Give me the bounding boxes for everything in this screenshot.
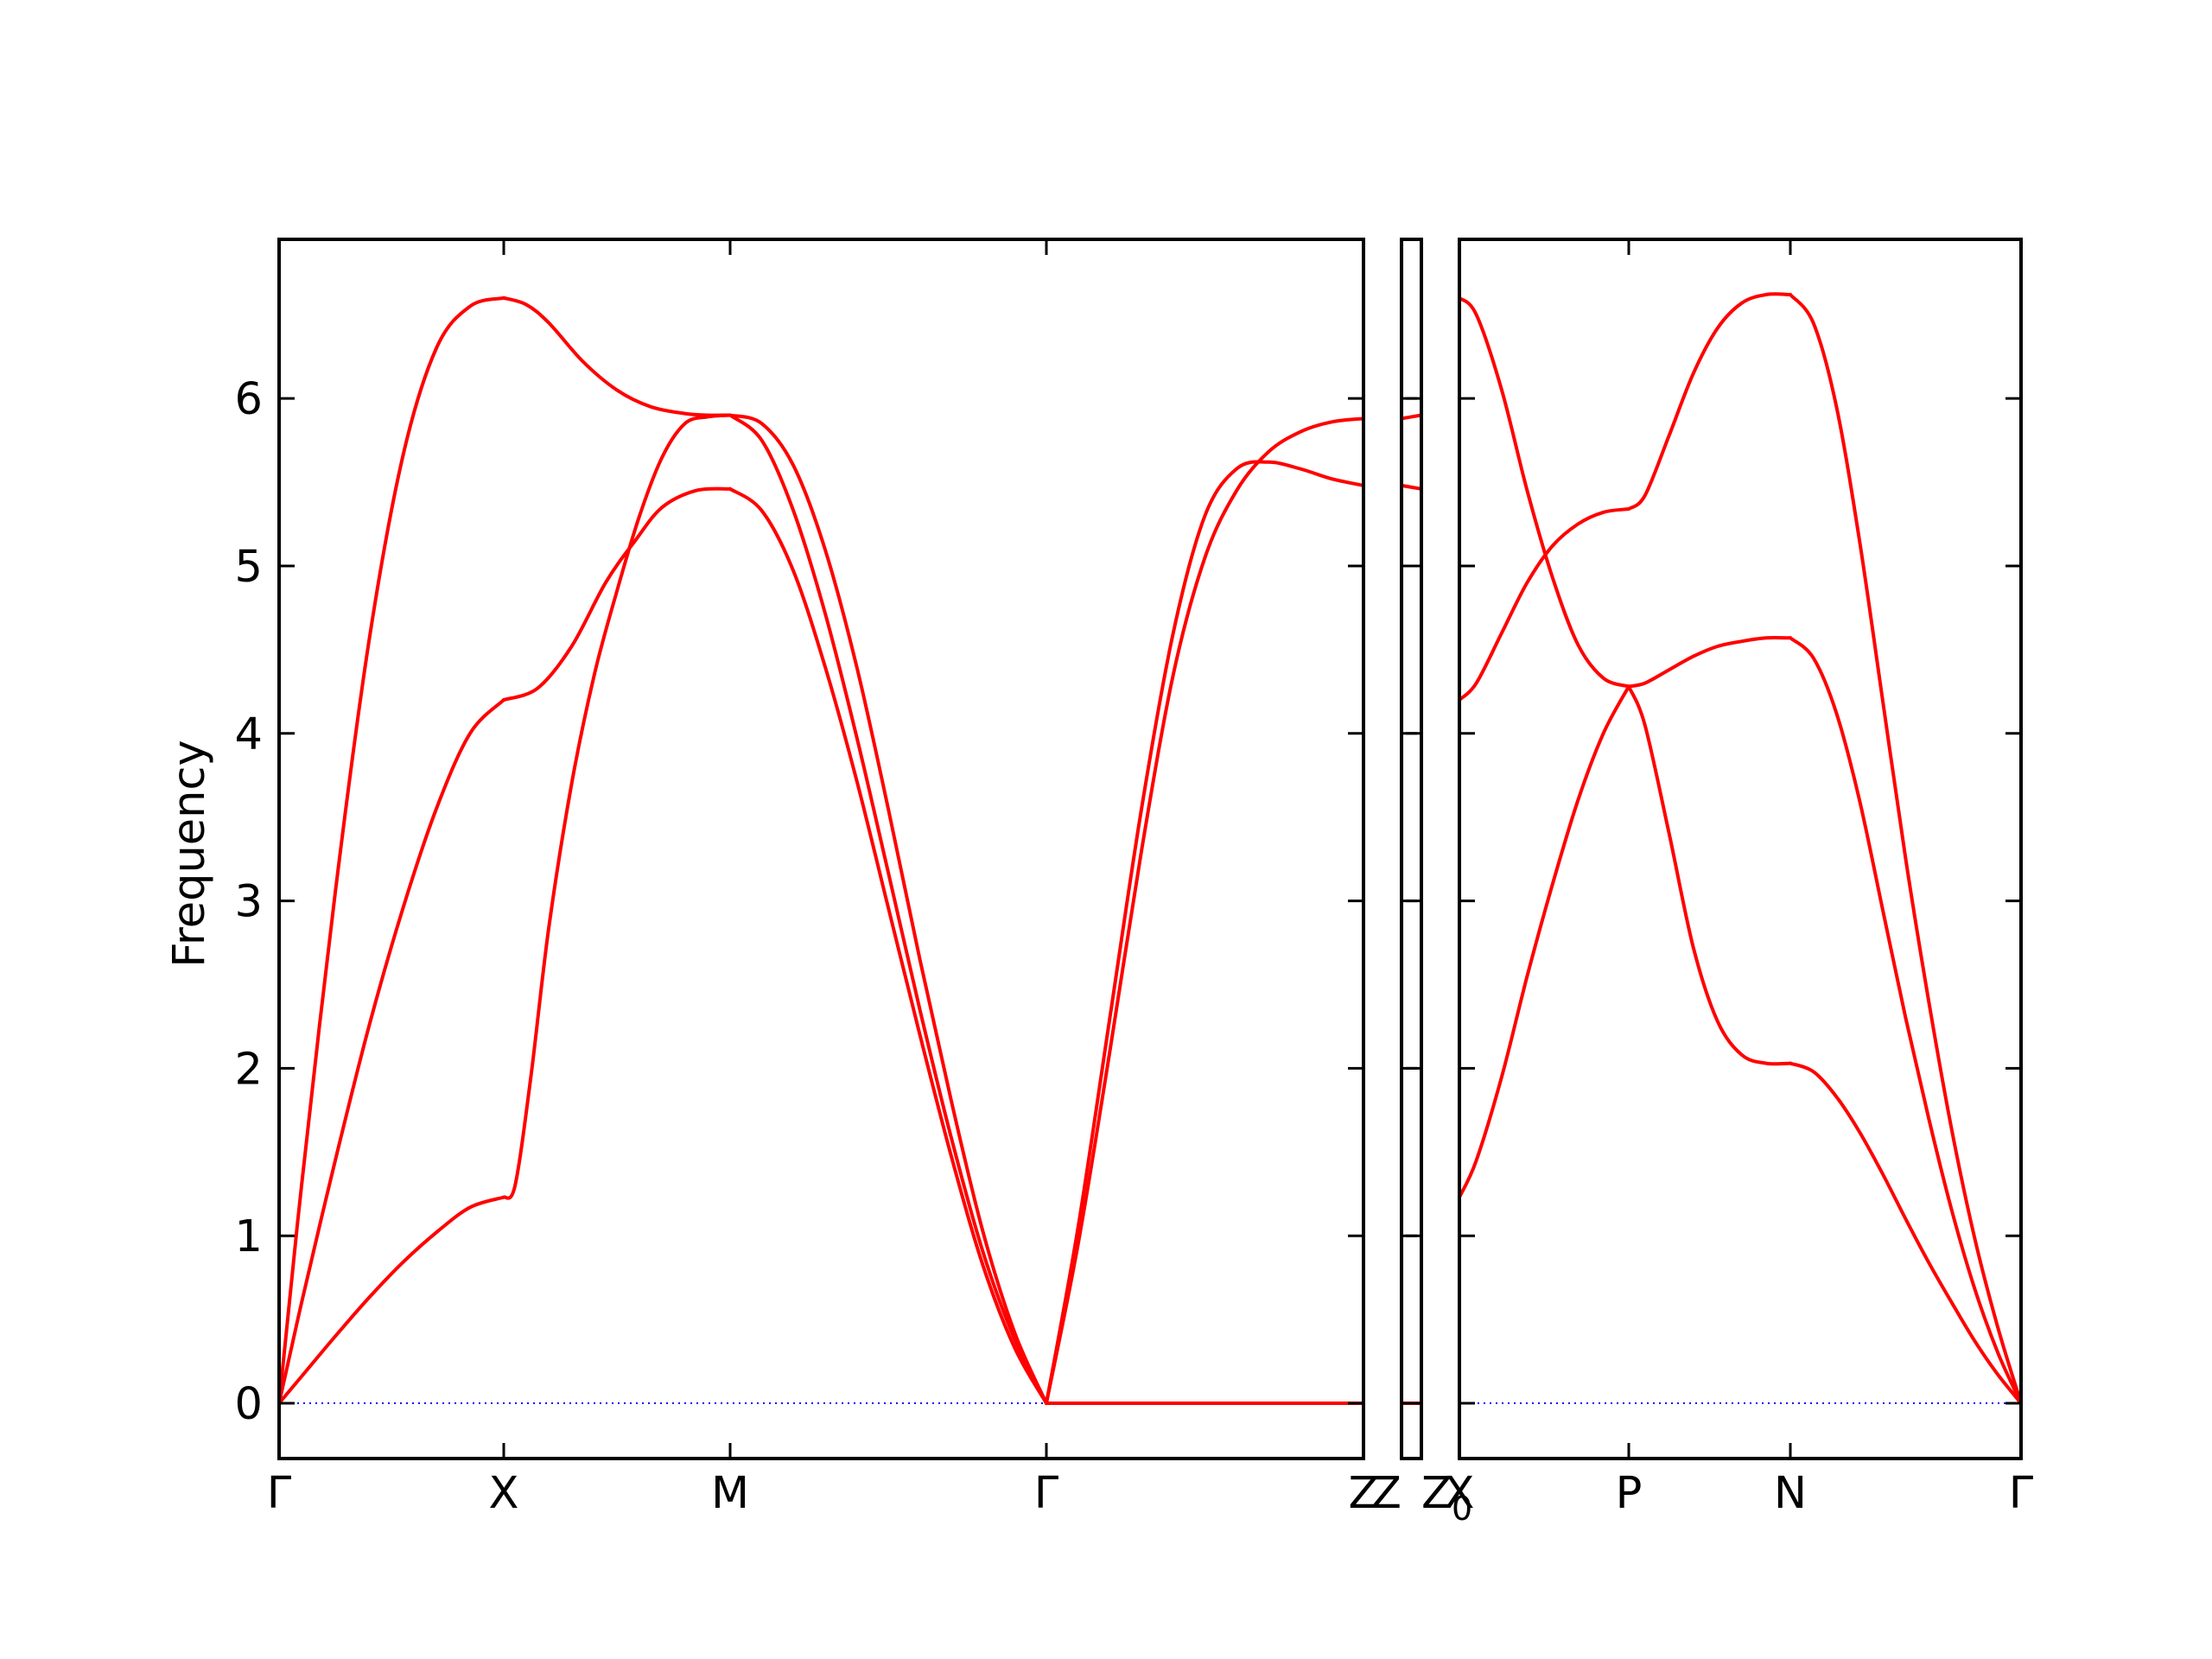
x-tick-label: X	[489, 1468, 519, 1519]
x-tick-label: Γ	[2009, 1468, 2034, 1519]
y-tick-label: 2	[235, 1044, 263, 1095]
band-1-γ-x	[277, 1195, 505, 1405]
y-tick-label: 0	[235, 1379, 263, 1430]
band-2-m-γ	[728, 413, 1048, 1405]
band-1-z-z_0	[1400, 413, 1423, 421]
panel-frame-3	[1458, 238, 2023, 1460]
x-tick-label: Z	[1371, 1468, 1402, 1519]
band-2-p-n	[1627, 635, 1792, 689]
y-tick-label: 4	[235, 709, 263, 760]
x-tick-label: P	[1616, 1468, 1643, 1519]
x-tick-label: N	[1774, 1468, 1807, 1519]
x-tick-label: Z	[1349, 1468, 1379, 1519]
y-tick-labels: 0 1 2 3 4 5 6	[235, 374, 263, 1430]
band-2-n-γ	[1789, 636, 2023, 1405]
band-1-γ-z	[1045, 460, 1365, 1405]
x-tick-labels: Γ X M Γ ZZ Z0X P N Γ	[267, 1468, 2034, 1528]
x-tick-label: Γ	[1034, 1468, 1059, 1519]
bands	[277, 292, 2023, 1406]
band-3-p-n	[1627, 684, 1792, 1066]
panel-frame-2	[1400, 238, 1423, 1460]
band-1-m-γ	[728, 486, 1048, 1405]
band-1-p-n	[1627, 292, 1792, 511]
y-tick-label: 3	[235, 877, 263, 928]
band-2-γ-x	[277, 698, 505, 1405]
x-tick-label: Z0	[1421, 1468, 1472, 1528]
ticks	[279, 239, 2021, 1459]
band-1-x-p	[1458, 296, 1630, 689]
x-tick-label: Γ	[267, 1468, 292, 1519]
panel-frames	[277, 238, 2023, 1460]
x-tick-label: M	[711, 1468, 749, 1519]
band-3-n-γ	[1789, 1061, 2023, 1405]
y-tick-label: 6	[235, 374, 263, 425]
band-2-z-z_0	[1400, 483, 1423, 491]
y-axis-label: Frequency	[164, 740, 215, 967]
band-1-n-γ	[1789, 293, 2023, 1405]
band-2-x-p	[1458, 507, 1630, 702]
band-3-γ-x	[277, 296, 505, 1405]
band-3-x-p	[1458, 684, 1630, 1199]
band-3-m-γ	[728, 413, 1048, 1405]
band-2-x-m	[502, 486, 732, 702]
band-1-x-m	[502, 413, 732, 1200]
y-tick-label: 1	[235, 1211, 263, 1262]
y-tick-label: 5	[235, 542, 263, 593]
band-2-γ-z	[1045, 416, 1365, 1405]
x-tick-label: X	[1445, 1468, 1475, 1519]
band-3-x-m	[502, 296, 732, 417]
panel-frame-1	[277, 238, 1365, 1460]
